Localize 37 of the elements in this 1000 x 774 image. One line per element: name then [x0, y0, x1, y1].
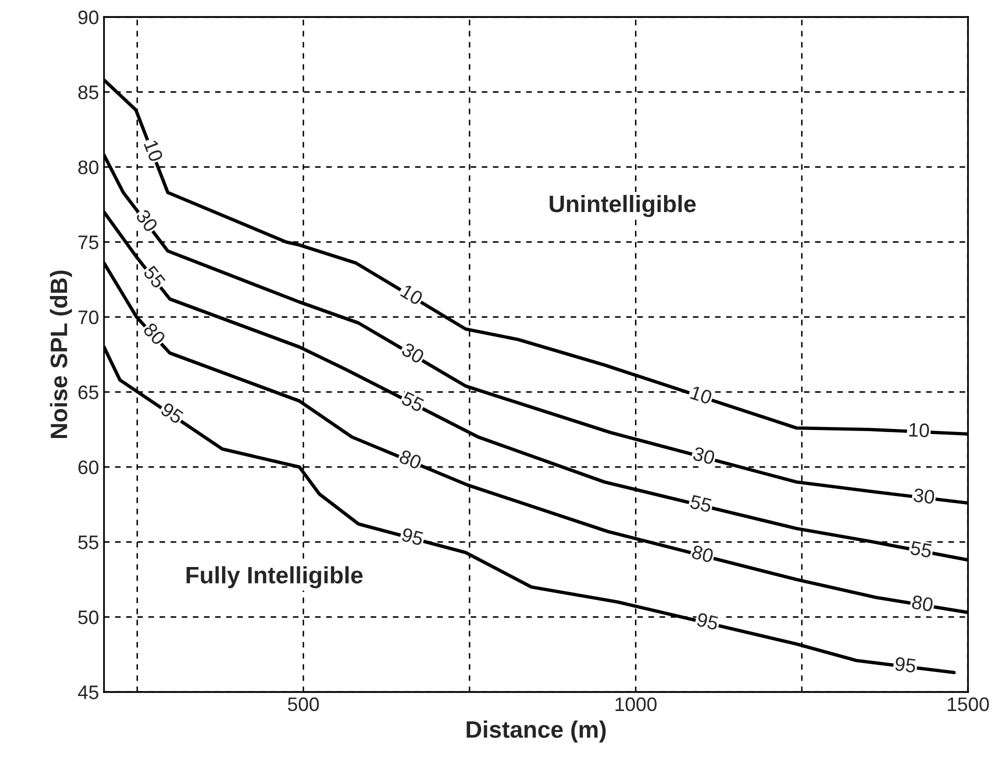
text: 95 — [401, 527, 424, 546]
text: 95 — [160, 402, 184, 424]
y-axis-title: Noise SPL (dB) — [50, 270, 72, 438]
y-tick-label: 70 — [78, 310, 98, 324]
text: 30 — [913, 488, 935, 504]
text: 80 — [911, 594, 934, 612]
y-tick-label: 50 — [78, 610, 98, 624]
text: 10 — [690, 386, 713, 405]
annotation: Unintelligible — [550, 194, 696, 218]
y-tick-label: 85 — [78, 85, 98, 100]
x-tick-label: 500 — [288, 697, 319, 712]
y-tick-label: 65 — [78, 385, 98, 400]
text: 30 — [400, 342, 426, 364]
text: 80 — [398, 449, 422, 470]
text: 95 — [894, 656, 916, 673]
text: 55 — [690, 494, 712, 513]
x-axis-title: Distance (m) — [466, 720, 606, 743]
text: 95 — [696, 612, 719, 630]
text: 10 — [144, 140, 164, 163]
y-tick-label: 45 — [78, 686, 98, 700]
text: 55 — [142, 264, 166, 290]
text: 80 — [142, 322, 166, 346]
y-tick-label: 60 — [78, 460, 98, 474]
text: 30 — [692, 446, 716, 465]
text: 30 — [135, 208, 158, 233]
y-tick-label: 55 — [78, 536, 98, 550]
annotation: Fully Intelligible — [186, 566, 363, 588]
text: 55 — [400, 391, 425, 412]
series-label: 10 — [909, 422, 930, 438]
y-tick-label: 75 — [78, 236, 98, 250]
y-tick-label: 90 — [78, 10, 98, 24]
text: 10 — [400, 284, 424, 306]
x-tick-label: 1500 — [948, 697, 989, 712]
text: 55 — [910, 540, 932, 558]
text: 80 — [691, 544, 714, 564]
y-tick-label: 80 — [78, 160, 98, 174]
x-tick-label: 1000 — [616, 697, 657, 712]
